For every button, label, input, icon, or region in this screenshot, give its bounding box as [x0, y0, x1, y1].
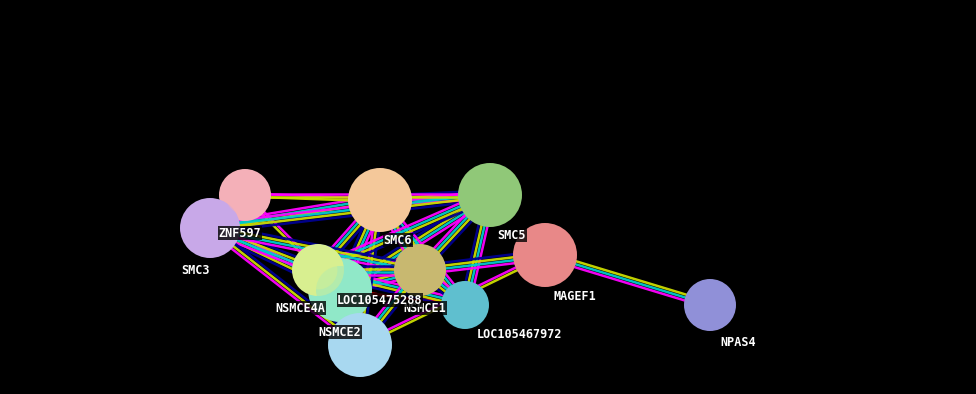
Circle shape — [441, 281, 489, 329]
Text: LOC105475288: LOC105475288 — [338, 294, 423, 307]
Circle shape — [336, 321, 384, 369]
Text: SMC6: SMC6 — [384, 234, 412, 247]
Circle shape — [521, 231, 569, 279]
Text: NSMCE1: NSMCE1 — [404, 301, 446, 314]
Circle shape — [356, 176, 404, 224]
Text: NSMCE4A: NSMCE4A — [275, 301, 325, 314]
Text: NSMCE2: NSMCE2 — [318, 325, 361, 338]
Circle shape — [447, 287, 483, 323]
Text: LOC105467972: LOC105467972 — [477, 329, 563, 342]
Circle shape — [299, 251, 338, 290]
Text: NPAS4: NPAS4 — [720, 336, 755, 349]
Text: SMC5: SMC5 — [498, 229, 526, 242]
Circle shape — [292, 244, 344, 296]
Circle shape — [690, 286, 729, 325]
Circle shape — [219, 169, 271, 221]
Text: ZNF597: ZNF597 — [219, 227, 262, 240]
Circle shape — [348, 168, 412, 232]
Circle shape — [308, 258, 372, 322]
Circle shape — [466, 171, 514, 219]
Text: SMC3: SMC3 — [182, 264, 210, 277]
Circle shape — [316, 266, 364, 314]
Circle shape — [684, 279, 736, 331]
Circle shape — [225, 175, 264, 214]
Circle shape — [328, 313, 392, 377]
Circle shape — [187, 206, 232, 251]
Circle shape — [180, 198, 240, 258]
Circle shape — [458, 163, 522, 227]
Circle shape — [513, 223, 577, 287]
Text: MAGEF1: MAGEF1 — [553, 290, 596, 303]
Circle shape — [394, 244, 446, 296]
Circle shape — [400, 251, 439, 290]
